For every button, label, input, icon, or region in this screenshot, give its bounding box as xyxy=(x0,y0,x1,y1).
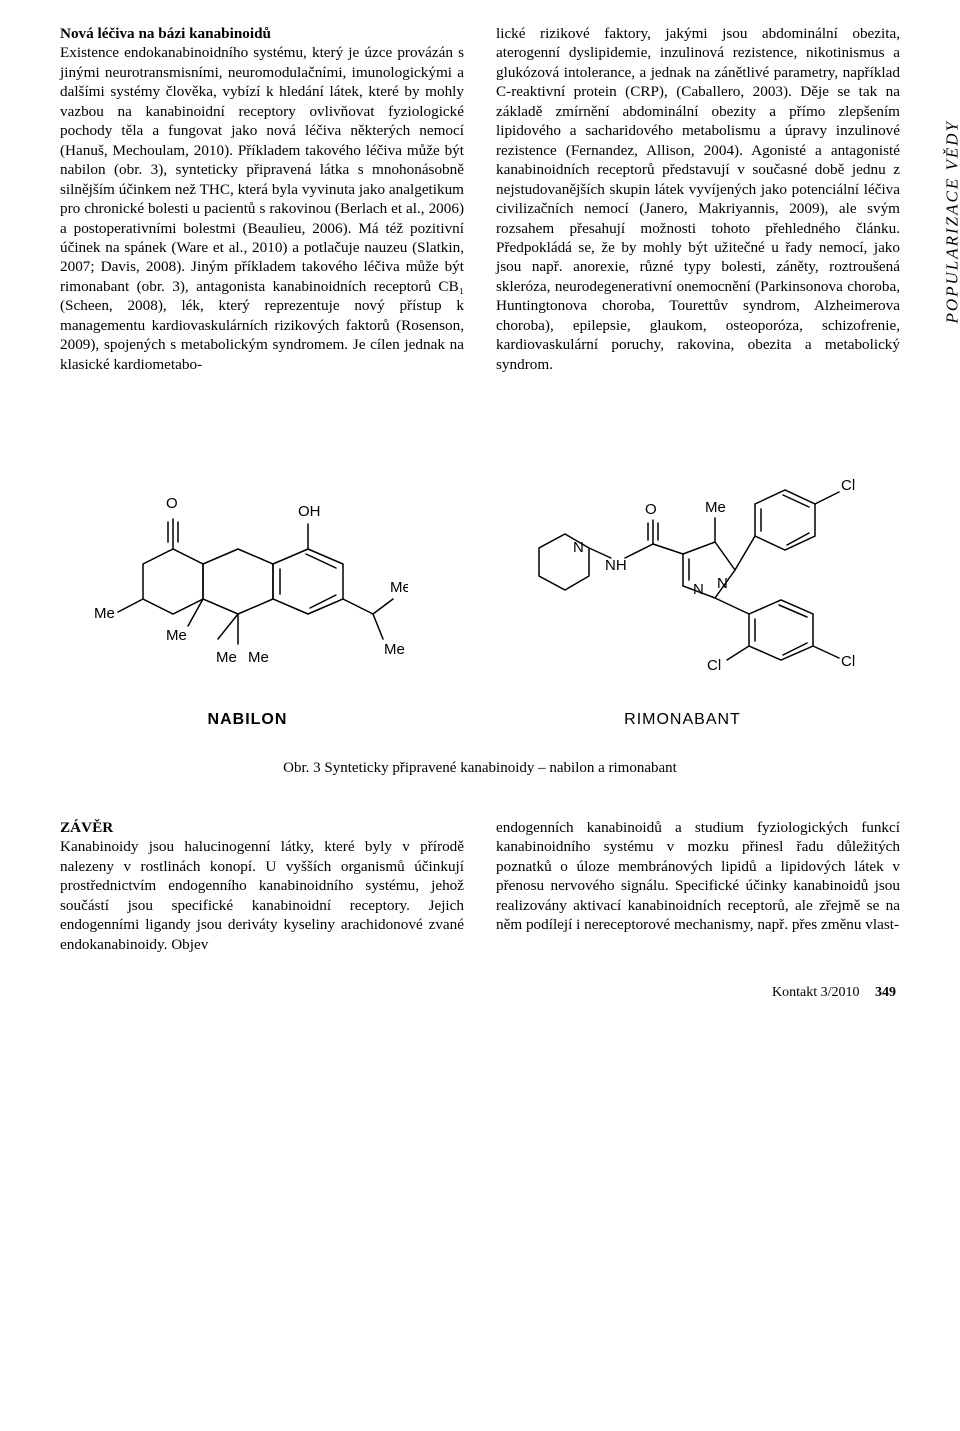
journal-ref: Kontakt 3/2010 xyxy=(772,985,860,1000)
conclusion-right-body: endogenních kanabinoidů a studium fyziol… xyxy=(496,818,900,935)
r-label-Cl2: Cl xyxy=(841,653,855,670)
figure-caption: Obr. 3 Synteticky připravené kanabinoidy… xyxy=(60,759,900,778)
r-label-N3: N xyxy=(693,581,704,598)
label-Me4: Me xyxy=(248,649,269,666)
left-heading: Nová léčiva na bázi kanabinoidů xyxy=(60,25,271,42)
rimonabant-label: RIMONABANT xyxy=(624,710,741,730)
label-Me5: Me xyxy=(384,641,405,658)
nabilon-label: NABILON xyxy=(208,710,288,730)
right-body: lické rizikové faktory, jakými jsou abdo… xyxy=(496,24,900,374)
conclusion-right: endogenních kanabinoidů a studium fyziol… xyxy=(496,818,900,954)
r-label-NH: NH xyxy=(605,557,627,574)
conclusion-left-body: Kanabinoidy jsou halucinogenní látky, kt… xyxy=(60,838,464,952)
r-label-O: O xyxy=(645,501,657,518)
main-text-columns: Nová léčiva na bázi kanabinoidů Existenc… xyxy=(60,24,900,374)
r-label-Me: Me xyxy=(705,499,726,516)
label-Me2: Me xyxy=(166,627,187,644)
r-label-N: N xyxy=(573,539,584,556)
molecule-rimonabant: Me O NH N N N Cl Cl Cl RIMONABANT xyxy=(493,424,873,730)
rimonabant-structure: Me O NH N N N Cl Cl Cl xyxy=(493,424,873,704)
label-Me6: Me xyxy=(390,579,408,596)
conclusion-heading: ZÁVĚR xyxy=(60,819,113,836)
r-label-Cl1: Cl xyxy=(841,477,855,494)
conclusion-columns: ZÁVĚR Kanabinoidy jsou halucinogenní lát… xyxy=(60,818,900,954)
label-Me: Me xyxy=(94,605,115,622)
label-Me3: Me xyxy=(216,649,237,666)
side-section-label: POPULARIZACE VĚDY xyxy=(942,120,960,324)
r-label-Cl3: Cl xyxy=(707,657,721,674)
page-number: 349 xyxy=(875,985,896,1000)
figure-3: O OH Me Me Me Me Me Me NABILON xyxy=(60,424,900,730)
conclusion-left: ZÁVĚR Kanabinoidy jsou halucinogenní lát… xyxy=(60,818,464,954)
label-OH: OH xyxy=(298,503,321,520)
left-body: Existence endokanabinoidního systému, kt… xyxy=(60,44,464,372)
right-column: lické rizikové faktory, jakými jsou abdo… xyxy=(496,24,900,374)
r-label-N2: N xyxy=(717,575,728,592)
left-column: Nová léčiva na bázi kanabinoidů Existenc… xyxy=(60,24,464,374)
nabilon-structure: O OH Me Me Me Me Me Me xyxy=(88,444,408,704)
page-footer: Kontakt 3/2010 349 xyxy=(60,984,900,1002)
molecule-nabilon: O OH Me Me Me Me Me Me NABILON xyxy=(88,444,408,730)
label-O: O xyxy=(166,495,178,512)
